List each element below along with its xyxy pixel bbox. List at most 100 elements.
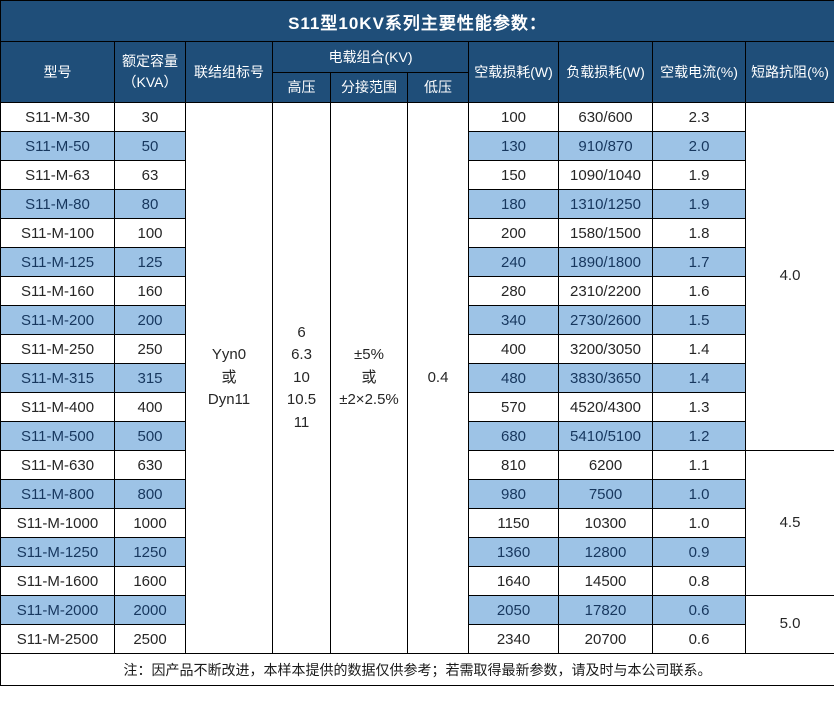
table-row: S11-M-2000 2000 2050 17820 0.6 5.0	[0, 595, 834, 654]
capacity-cell: 2500	[114, 624, 186, 654]
no-load-current-cell: 1.3	[652, 392, 746, 422]
no-load-current-cell: 2.0	[652, 131, 746, 161]
load-loss-cell: 7500	[558, 479, 653, 509]
no-load-loss-cell: 680	[468, 421, 559, 451]
load-loss-cell: 1580/1500	[558, 218, 653, 248]
no-load-loss-cell: 340	[468, 305, 559, 335]
table-body: S11-M-30 30 Yyn0 或 Dyn11 6 6.3 10 10.5 11 ±5% 或 ±2×2…	[0, 102, 834, 654]
capacity-cell: 250	[114, 334, 186, 364]
col-header-capacity-line2: （KVA）	[122, 74, 178, 90]
model-cell: S11-M-160	[0, 276, 115, 306]
no-load-current-cell: 1.4	[652, 363, 746, 393]
capacity-cell: 400	[114, 392, 186, 422]
col-header-model: 型号	[0, 41, 115, 103]
footnote-row: 注：因产品不断改进，本样本提供的数据仅供参考；若需取得最新参数，请及时与本公司联…	[0, 653, 834, 686]
table-row: S11-M-1250 1250 1360 12800 0.9	[0, 537, 834, 567]
impedance-cell: 4.5	[745, 450, 834, 596]
no-load-loss-cell: 1640	[468, 566, 559, 596]
model-cell: S11-M-250	[0, 334, 115, 364]
capacity-cell: 500	[114, 421, 186, 451]
table-row: S11-M-500 500 680 5410/5100 1.2	[0, 421, 834, 451]
no-load-loss-cell: 1360	[468, 537, 559, 567]
capacity-cell: 50	[114, 131, 186, 161]
table-row: S11-M-800 800 980 7500 1.0	[0, 479, 834, 509]
no-load-current-cell: 1.0	[652, 508, 746, 538]
page-title: S11型10KV系列主要性能参数：	[0, 0, 834, 42]
tap-range-cell: ±5% 或 ±2×2.5%	[330, 102, 408, 654]
table-row: S11-M-315 315 480 3830/3650 1.4	[0, 363, 834, 393]
no-load-current-cell: 1.2	[652, 421, 746, 451]
no-load-current-cell: 0.9	[652, 537, 746, 567]
model-cell: S11-M-315	[0, 363, 115, 393]
capacity-cell: 160	[114, 276, 186, 306]
table-row: S11-M-1000 1000 1150 10300 1.0	[0, 508, 834, 538]
model-cell: S11-M-400	[0, 392, 115, 422]
load-loss-cell: 14500	[558, 566, 653, 596]
no-load-loss-cell: 280	[468, 276, 559, 306]
model-cell: S11-M-1000	[0, 508, 115, 538]
no-load-loss-cell: 570	[468, 392, 559, 422]
load-loss-cell: 4520/4300	[558, 392, 653, 422]
no-load-loss-cell: 1150	[468, 508, 559, 538]
no-load-loss-cell: 980	[468, 479, 559, 509]
header-row-main: 型号 额定容量 （KVA） 联结组标号 电载组合(KV) 空载损耗(W) 负载损…	[0, 41, 834, 103]
load-loss-cell: 20700	[558, 624, 653, 654]
hv-voltages-cell: 6 6.3 10 10.5 11	[272, 102, 331, 654]
vector-group-cell: Yyn0 或 Dyn11	[185, 102, 273, 654]
load-loss-cell: 910/870	[558, 131, 653, 161]
table-row: S11-M-100 100 200 1580/1500 1.8	[0, 218, 834, 248]
no-load-current-cell: 1.1	[652, 450, 746, 480]
no-load-loss-cell: 130	[468, 131, 559, 161]
load-loss-cell: 1890/1800	[558, 247, 653, 277]
load-loss-cell: 17820	[558, 595, 653, 625]
col-header-no-load-loss: 空载损耗(W)	[468, 41, 559, 103]
load-loss-cell: 2310/2200	[558, 276, 653, 306]
capacity-cell: 125	[114, 247, 186, 277]
no-load-current-cell: 1.9	[652, 189, 746, 219]
title-row: S11型10KV系列主要性能参数：	[0, 0, 834, 42]
footnote-text: 注：因产品不断改进，本样本提供的数据仅供参考；若需取得最新参数，请及时与本公司联…	[0, 653, 834, 686]
capacity-cell: 1600	[114, 566, 186, 596]
no-load-current-cell: 1.6	[652, 276, 746, 306]
table-row: S11-M-160 160 280 2310/2200 1.6	[0, 276, 834, 306]
table-row: S11-M-80 80 180 1310/1250 1.9	[0, 189, 834, 219]
table-row: S11-M-200 200 340 2730/2600 1.5	[0, 305, 834, 335]
model-cell: S11-M-2000	[0, 595, 115, 625]
model-cell: S11-M-630	[0, 450, 115, 480]
no-load-loss-cell: 180	[468, 189, 559, 219]
no-load-loss-cell: 810	[468, 450, 559, 480]
load-loss-cell: 5410/5100	[558, 421, 653, 451]
table-row: S11-M-400 400 570 4520/4300 1.3	[0, 392, 834, 422]
table-row: S11-M-1600 1600 1640 14500 0.8	[0, 566, 834, 596]
no-load-loss-cell: 150	[468, 160, 559, 190]
no-load-current-cell: 1.5	[652, 305, 746, 335]
no-load-current-cell: 1.4	[652, 334, 746, 364]
no-load-loss-cell: 480	[468, 363, 559, 393]
load-loss-cell: 3830/3650	[558, 363, 653, 393]
impedance-cell: 5.0	[745, 595, 834, 654]
load-loss-cell: 2730/2600	[558, 305, 653, 335]
table-row: S11-M-50 50 130 910/870 2.0	[0, 131, 834, 161]
header-row-sub: 高压 分接范围 低压	[1, 72, 834, 103]
table-row: S11-M-2500 2500 2340 20700 0.6	[0, 624, 834, 654]
col-header-capacity: 额定容量 （KVA）	[114, 41, 186, 103]
col-header-capacity-line1: 额定容量	[122, 53, 178, 69]
load-loss-cell: 10300	[558, 508, 653, 538]
spec-table: S11型10KV系列主要性能参数： 型号 额定容量 （KVA） 联结组标号 电载…	[0, 0, 834, 686]
col-header-tap-range: 分接范围	[330, 72, 408, 103]
capacity-cell: 1000	[114, 508, 186, 538]
no-load-loss-cell: 400	[468, 334, 559, 364]
capacity-cell: 800	[114, 479, 186, 509]
no-load-current-cell: 0.6	[652, 595, 746, 625]
capacity-cell: 315	[114, 363, 186, 393]
capacity-cell: 80	[114, 189, 186, 219]
model-cell: S11-M-125	[0, 247, 115, 277]
no-load-current-cell: 0.6	[652, 624, 746, 654]
no-load-loss-cell: 2340	[468, 624, 559, 654]
no-load-current-cell: 0.8	[652, 566, 746, 596]
model-cell: S11-M-100	[0, 218, 115, 248]
col-header-no-load-current: 空载电流(%)	[652, 41, 746, 103]
capacity-cell: 1250	[114, 537, 186, 567]
impedance-cell: 4.0	[745, 102, 834, 451]
